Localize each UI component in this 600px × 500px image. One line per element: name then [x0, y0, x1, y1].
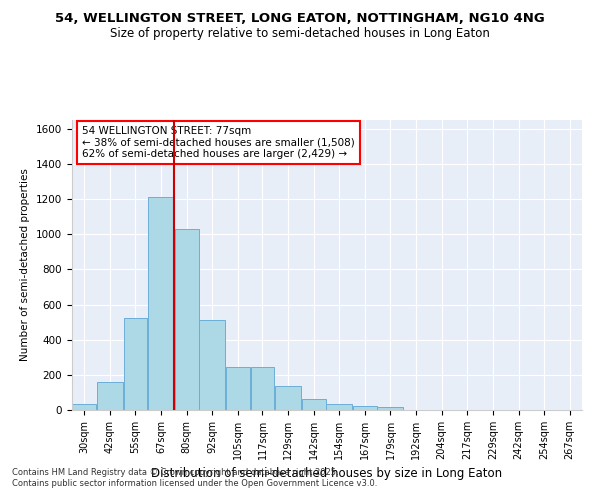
Text: Size of property relative to semi-detached houses in Long Eaton: Size of property relative to semi-detach… — [110, 28, 490, 40]
Bar — [148, 198, 174, 410]
Bar — [302, 398, 326, 410]
Text: Contains HM Land Registry data © Crown copyright and database right 2025.
Contai: Contains HM Land Registry data © Crown c… — [12, 468, 377, 487]
Bar — [251, 367, 274, 410]
Bar — [124, 318, 148, 410]
Bar — [199, 320, 226, 410]
Bar — [326, 404, 352, 410]
Text: 54, WELLINGTON STREET, LONG EATON, NOTTINGHAM, NG10 4NG: 54, WELLINGTON STREET, LONG EATON, NOTTI… — [55, 12, 545, 26]
Bar — [73, 404, 96, 410]
Bar — [275, 386, 301, 410]
Bar — [377, 408, 403, 410]
X-axis label: Distribution of semi-detached houses by size in Long Eaton: Distribution of semi-detached houses by … — [151, 468, 503, 480]
Bar — [175, 229, 199, 410]
Bar — [353, 406, 377, 410]
Text: 54 WELLINGTON STREET: 77sqm
← 38% of semi-detached houses are smaller (1,508)
62: 54 WELLINGTON STREET: 77sqm ← 38% of sem… — [82, 126, 355, 159]
Bar — [226, 367, 250, 410]
Bar — [97, 382, 123, 410]
Y-axis label: Number of semi-detached properties: Number of semi-detached properties — [20, 168, 31, 362]
